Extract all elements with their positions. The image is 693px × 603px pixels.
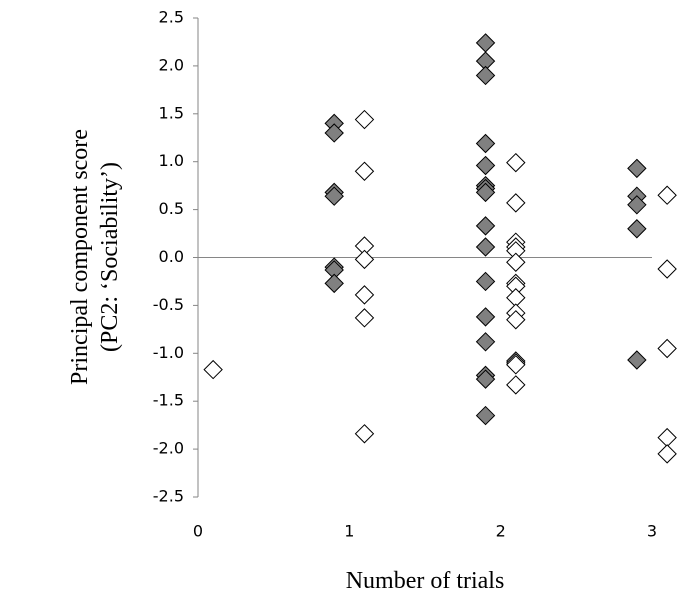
- data-point: [203, 359, 223, 380]
- y-tick-label: -2.0: [153, 439, 184, 458]
- data-point: [324, 123, 344, 143]
- y-tick-label: 0.5: [159, 199, 184, 218]
- data-point: [506, 252, 526, 272]
- data-point: [475, 182, 496, 203]
- data-point: [475, 33, 496, 53]
- data-point: [657, 259, 677, 279]
- x-axis-title: Number of trials: [346, 568, 505, 594]
- data-point: [627, 195, 647, 215]
- data-point: [475, 237, 496, 257]
- y-tick-label: -0.5: [153, 295, 184, 314]
- y-axis-title: (PC2: ‘Sociability’): [97, 162, 123, 352]
- data-point: [475, 271, 496, 292]
- data-point: [506, 355, 526, 375]
- y-tick-label: 1.5: [159, 103, 184, 122]
- x-tick-label: 2: [496, 522, 506, 541]
- y-tick-label: 2.0: [159, 55, 184, 74]
- data-point: [475, 369, 496, 389]
- data-point: [506, 310, 526, 330]
- data-point: [657, 427, 677, 448]
- y-tick-label: -1.0: [153, 343, 184, 362]
- data-point: [657, 444, 677, 464]
- y-tick-label: -1.5: [153, 391, 184, 410]
- data-point: [506, 193, 526, 213]
- data-point: [475, 216, 496, 236]
- y-tick-label: 1.0: [159, 151, 184, 170]
- y-tick-label: 0.0: [159, 247, 184, 266]
- data-point: [475, 307, 496, 327]
- data-point: [475, 155, 496, 176]
- data-point: [354, 249, 375, 270]
- data-point: [324, 186, 344, 206]
- data-point: [475, 405, 496, 426]
- data-point: [354, 161, 375, 181]
- data-point: [354, 424, 375, 444]
- data-point: [324, 273, 344, 294]
- data-point: [506, 152, 526, 173]
- x-tick-label: 1: [344, 522, 354, 541]
- x-tick-label: 0: [193, 522, 203, 541]
- x-tick-label: 3: [647, 522, 657, 541]
- data-point: [657, 185, 677, 205]
- data-point: [627, 158, 647, 179]
- data-point: [627, 219, 647, 239]
- data-point: [475, 332, 496, 352]
- data-point: [354, 109, 375, 130]
- data-point: [475, 133, 496, 154]
- data-point: [354, 308, 375, 328]
- data-point: [475, 65, 496, 86]
- data-point: [627, 350, 647, 370]
- y-axis-title: Principal component score: [67, 129, 93, 385]
- data-point: [506, 375, 526, 395]
- data-point: [657, 338, 677, 359]
- data-point: [354, 285, 375, 305]
- y-tick-label: 2.5: [159, 8, 184, 27]
- y-tick-label: -2.5: [153, 487, 184, 506]
